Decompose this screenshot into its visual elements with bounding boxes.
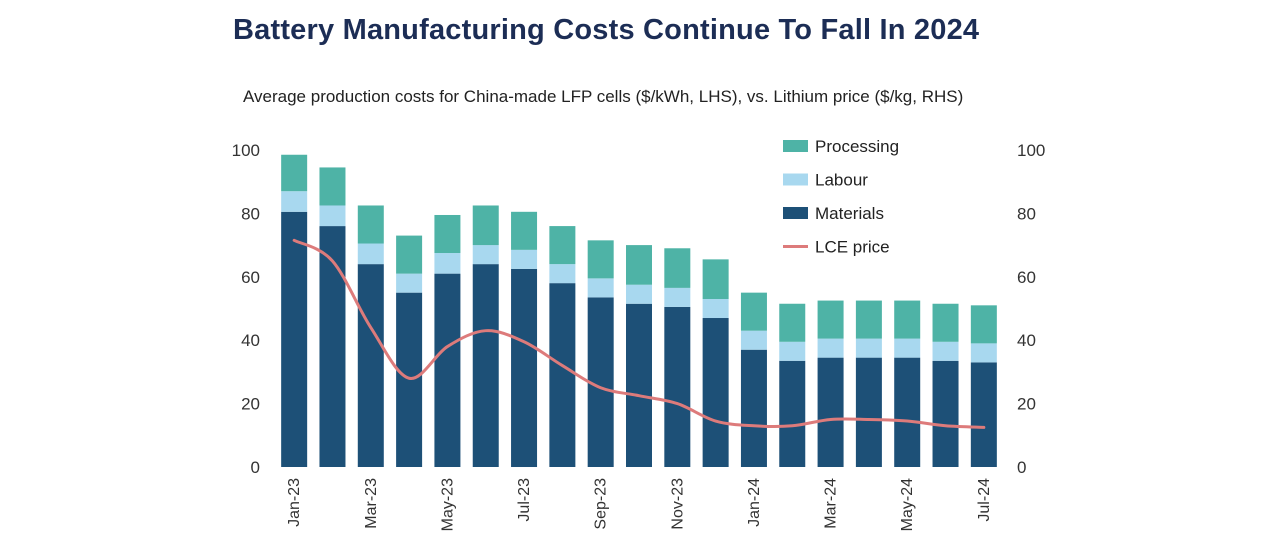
bar-labour-may-24 <box>894 338 921 358</box>
right-axis-tick-label: 20 <box>1017 395 1036 414</box>
bar-labour-dec-23 <box>702 298 729 319</box>
right-axis-tick-label: 80 <box>1017 204 1036 223</box>
bar-processing-dec-23 <box>702 259 729 299</box>
legend-label-lce-price: LCE price <box>815 238 890 257</box>
bar-labour-aug-23 <box>549 264 576 284</box>
bar-labour-apr-24 <box>855 338 882 358</box>
right-axis-tick-label: 0 <box>1017 458 1026 477</box>
bar-labour-jul-24 <box>970 343 997 363</box>
left-axis-tick-label: 20 <box>241 395 260 414</box>
x-axis-tick-label: May-23 <box>439 478 456 531</box>
x-axis-tick-label: Sep-23 <box>593 478 610 530</box>
bar-labour-feb-24 <box>779 341 806 361</box>
legend-label-labour: Labour <box>815 171 868 190</box>
bar-processing-sep-23 <box>587 240 614 279</box>
left-axis-tick-label: 40 <box>241 331 260 350</box>
bar-materials-jul-24 <box>970 362 997 467</box>
left-axis-tick-label: 60 <box>241 268 260 287</box>
bars-layer <box>281 154 997 468</box>
bar-labour-nov-23 <box>664 287 691 307</box>
bar-materials-nov-23 <box>664 306 691 467</box>
x-axis: Jan-23 Mar-23 May-23 Jul-23 Sep-23 Nov-23 Jan-… <box>286 478 993 531</box>
bar-processing-mar-23 <box>357 205 384 244</box>
bar-processing-aug-23 <box>549 226 576 265</box>
bar-processing-jan-24 <box>740 292 767 331</box>
bar-processing-apr-24 <box>855 300 882 339</box>
x-axis-tick-label: Nov-23 <box>669 478 686 530</box>
right-axis-tick-label: 40 <box>1017 331 1036 350</box>
bar-materials-jan-23 <box>281 211 308 467</box>
legend-swatch-materials <box>783 207 808 219</box>
bar-materials-jun-24 <box>932 360 959 467</box>
bar-materials-feb-24 <box>779 360 806 467</box>
bar-processing-apr-23 <box>396 235 423 274</box>
bar-labour-oct-23 <box>626 284 652 304</box>
right-axis-tick-label: 60 <box>1017 268 1036 287</box>
bar-processing-may-24 <box>894 300 921 339</box>
bar-processing-jul-24 <box>970 305 997 344</box>
bar-materials-may-24 <box>894 357 921 467</box>
chart-title: Battery Manufacturing Costs Continue To … <box>233 14 980 46</box>
bar-labour-may-23 <box>434 253 461 274</box>
legend-label-materials: Materials <box>815 204 884 223</box>
x-axis-tick-label: Jul-24 <box>976 478 993 522</box>
bar-labour-jul-23 <box>511 249 538 269</box>
left-axis-tick-label: 100 <box>232 141 260 160</box>
bar-labour-apr-23 <box>396 273 423 293</box>
bar-materials-may-23 <box>434 273 461 467</box>
bar-processing-jun-23 <box>472 205 499 246</box>
bar-labour-sep-23 <box>587 278 614 298</box>
x-axis-tick-label: Mar-23 <box>363 478 380 529</box>
bar-processing-jun-24 <box>932 303 959 342</box>
bar-processing-mar-24 <box>817 300 844 339</box>
line-lce-price <box>292 238 986 429</box>
bar-labour-jun-24 <box>932 341 959 361</box>
x-axis-tick-label: Mar-24 <box>823 478 840 529</box>
bar-materials-jun-23 <box>472 264 499 467</box>
bar-processing-feb-23 <box>319 167 346 206</box>
bar-processing-nov-23 <box>664 248 691 288</box>
legend: Processing Labour Materials LCE price <box>783 137 899 257</box>
bar-processing-feb-24 <box>779 303 806 342</box>
bar-labour-mar-24 <box>817 338 844 358</box>
x-axis-tick-label: Jul-23 <box>516 478 533 522</box>
right-axis: 0 20 40 60 80 100 <box>1017 141 1045 477</box>
bar-materials-jan-24 <box>740 349 767 467</box>
bar-processing-jul-23 <box>511 211 538 250</box>
legend-swatch-processing <box>783 140 808 152</box>
bar-processing-may-23 <box>434 214 461 254</box>
bar-materials-dec-23 <box>702 318 729 467</box>
bar-materials-aug-23 <box>549 283 576 467</box>
left-axis: 0 20 40 60 80 100 <box>232 141 260 477</box>
bar-materials-apr-24 <box>855 357 882 467</box>
bar-labour-jan-23 <box>281 191 308 212</box>
bar-labour-mar-23 <box>357 243 384 265</box>
bar-materials-jul-23 <box>511 268 538 468</box>
bar-labour-jun-23 <box>472 245 499 265</box>
x-axis-tick-label: Jan-24 <box>746 478 763 527</box>
bar-processing-jan-23 <box>281 154 308 192</box>
bar-materials-oct-23 <box>626 303 652 467</box>
right-axis-tick-label: 100 <box>1017 141 1045 160</box>
bar-processing-oct-23 <box>626 245 652 285</box>
chart-subtitle: Average production costs for China-made … <box>243 87 964 106</box>
left-axis-tick-label: 80 <box>241 204 260 223</box>
bar-materials-mar-24 <box>817 357 844 467</box>
bar-materials-apr-23 <box>396 292 423 467</box>
bar-labour-jan-24 <box>740 330 767 350</box>
bar-materials-mar-23 <box>357 264 384 467</box>
line-layer <box>292 238 986 429</box>
left-axis-tick-label: 0 <box>251 458 260 477</box>
legend-swatch-labour <box>783 173 808 186</box>
bar-labour-feb-23 <box>319 205 346 227</box>
x-axis-tick-label: Jan-23 <box>286 478 303 527</box>
x-axis-tick-label: May-24 <box>899 478 916 531</box>
legend-label-processing: Processing <box>815 137 899 156</box>
bar-materials-feb-23 <box>319 226 346 467</box>
